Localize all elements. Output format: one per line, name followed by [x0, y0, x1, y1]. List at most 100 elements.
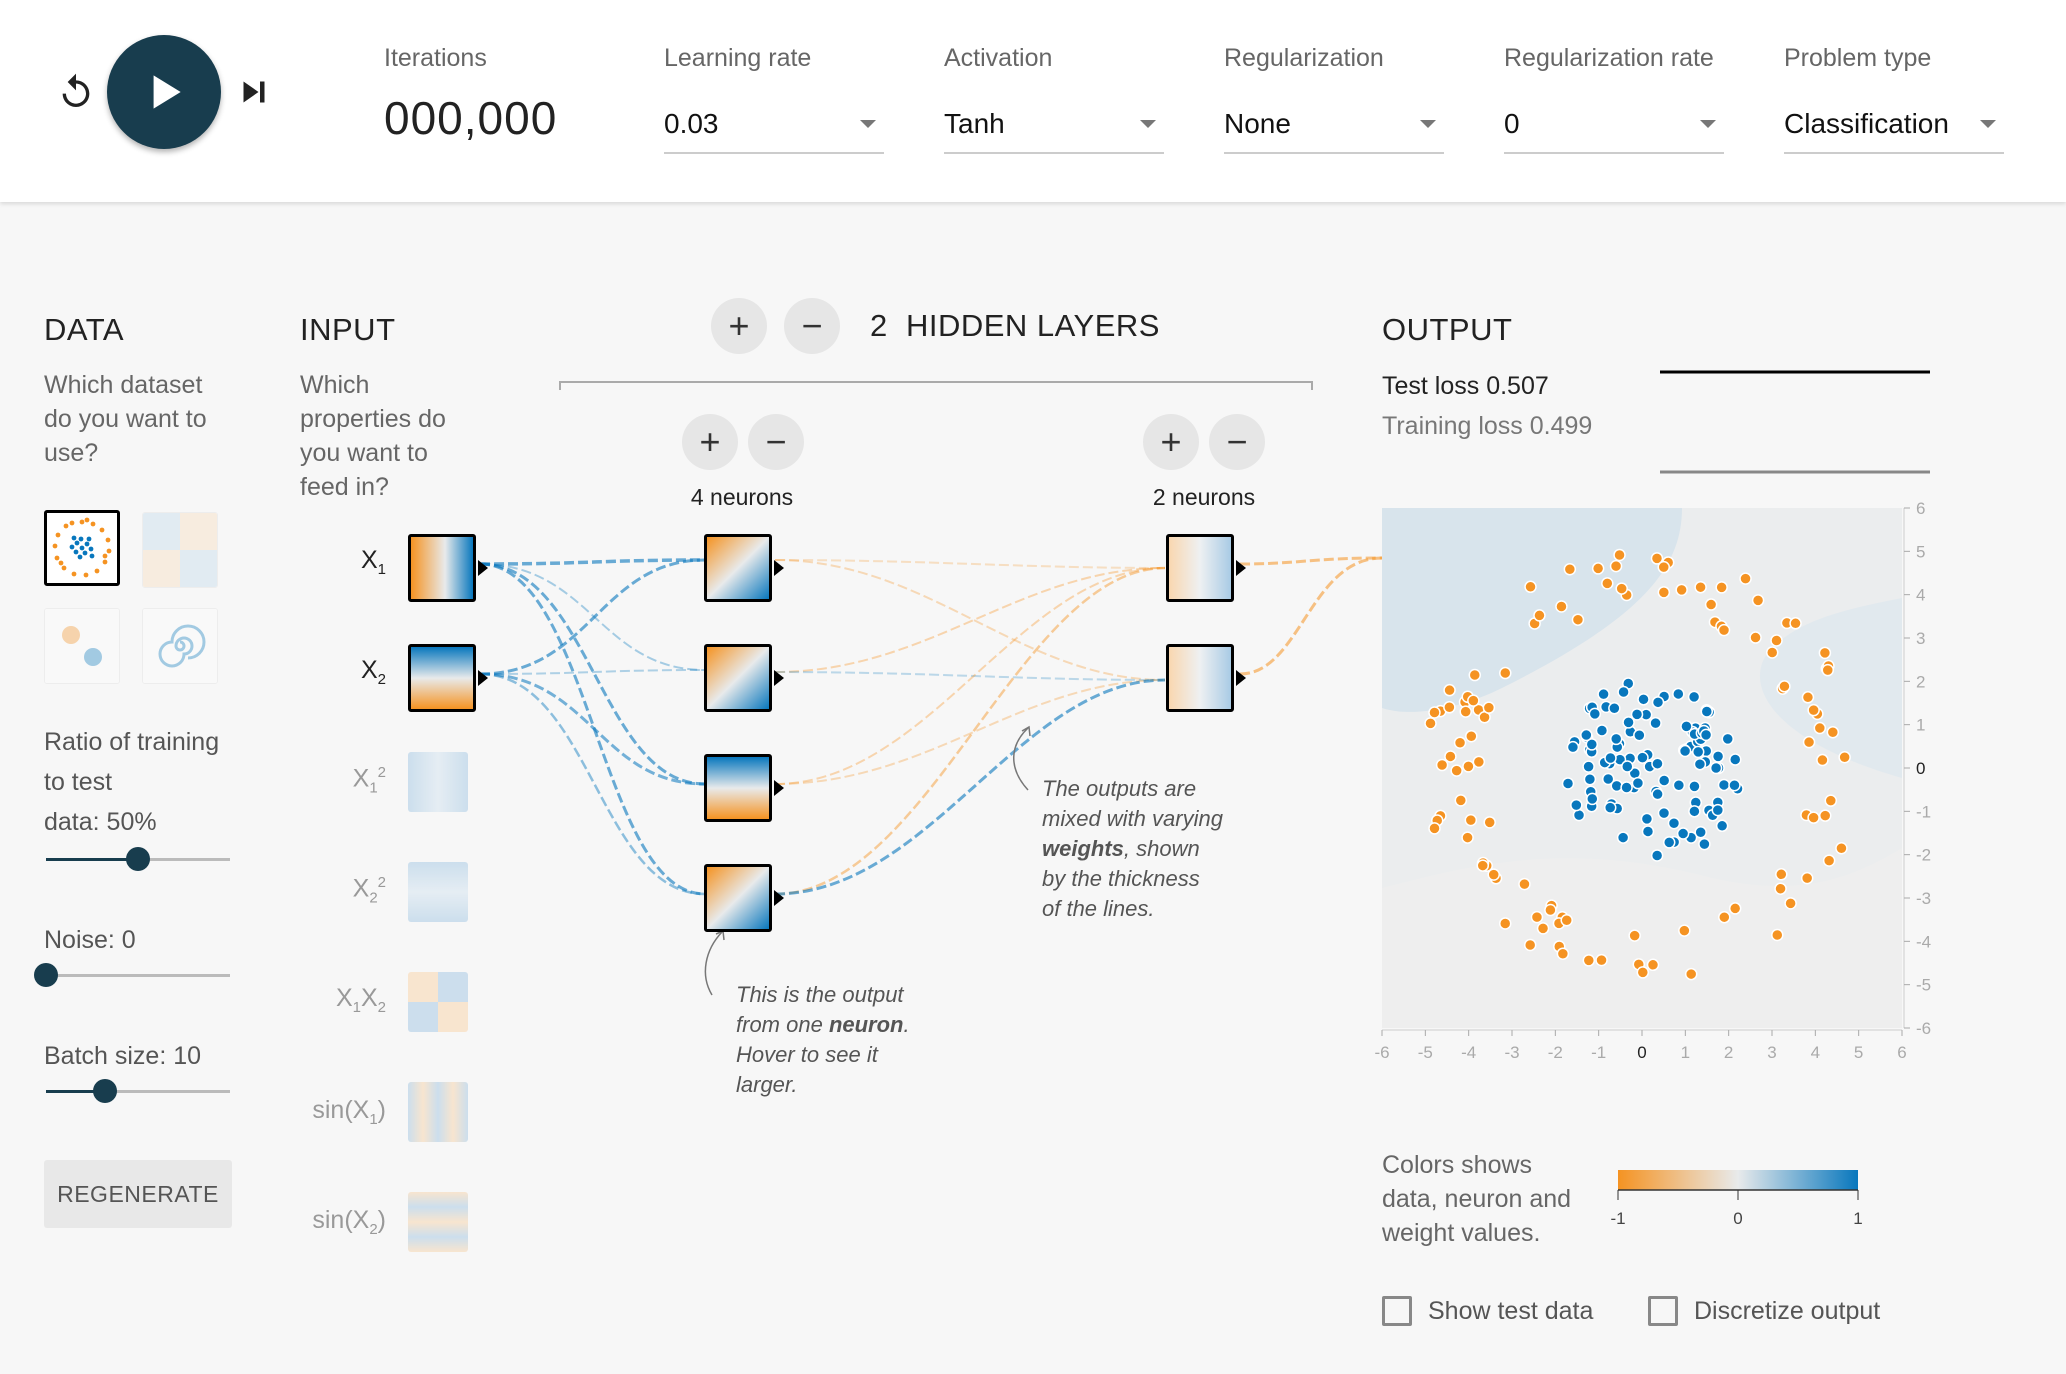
regularization-rate-select[interactable]: 0 [1504, 100, 1724, 154]
data-point [1784, 897, 1797, 910]
data-point [1672, 687, 1685, 701]
noise-slider[interactable] [34, 963, 230, 987]
data-point [1693, 757, 1707, 771]
data-point [1694, 826, 1707, 839]
data-point [1770, 634, 1783, 647]
reset-button[interactable] [54, 70, 98, 114]
ratio-slider[interactable] [46, 847, 230, 871]
data-point [1711, 750, 1725, 763]
data-point [1523, 938, 1537, 952]
neuron-l1-3[interactable] [704, 754, 772, 822]
y-tick-label: -6 [1916, 1019, 1931, 1038]
ratio-label: Ratio of training to test data: 50% [44, 728, 220, 836]
link [479, 562, 706, 786]
circle-dataset-icon [47, 513, 117, 583]
legend-min: -1 [1610, 1209, 1625, 1228]
data-point [1667, 817, 1681, 830]
add-neuron-layer1-button[interactable]: + [682, 414, 738, 470]
neuron-l1-2[interactable] [704, 644, 772, 712]
batch-size-slider[interactable] [46, 1079, 230, 1103]
legend-mid: 0 [1733, 1209, 1742, 1228]
activation-label: Activation [944, 44, 1053, 72]
output-heatmap[interactable]: 6 5 4 3 2 1 0 -1 -2 -3 -4 -5 -6 -6 -5 -4 -3 -2 -1 0 1 2 3 4 5 6 [1370, 490, 1990, 1070]
discretize-output-checkbox[interactable] [1648, 1296, 1678, 1326]
input-node-x1x2[interactable] [408, 972, 468, 1032]
remove-neuron-layer2-button[interactable]: − [1209, 414, 1265, 470]
y-tick-label: 2 [1916, 672, 1925, 691]
data-point [1582, 954, 1596, 967]
learning-rate-select[interactable]: 0.03 [664, 100, 884, 154]
input-node-x2[interactable] [408, 644, 476, 712]
input-node-sin-x1[interactable] [408, 1082, 468, 1142]
add-neuron-layer2-button[interactable]: + [1143, 414, 1199, 470]
slider-fill [46, 858, 138, 861]
input-node-x1[interactable] [408, 534, 476, 602]
data-point [1461, 831, 1474, 844]
play-button[interactable] [107, 35, 221, 149]
slider-knob[interactable] [34, 963, 58, 987]
data-point [1694, 580, 1707, 594]
input-node-x2-squared[interactable] [408, 862, 468, 922]
data-point [1556, 947, 1570, 960]
data-point [1684, 967, 1698, 981]
data-point [1657, 774, 1671, 787]
neuron-l1-1[interactable] [704, 534, 772, 602]
dataset-spiral[interactable] [142, 608, 218, 684]
node-arrow-icon [774, 560, 784, 576]
neuron-l1-4[interactable] [704, 864, 772, 932]
input-node-sin-x2[interactable] [408, 1192, 468, 1252]
batch-size-label: Batch size: 10 [44, 1042, 202, 1070]
activation-value: Tanh [944, 108, 1005, 139]
data-point [1560, 913, 1573, 927]
x-tick-label: 4 [1811, 1043, 1820, 1062]
remove-layer-button[interactable]: − [784, 298, 840, 354]
data-point [1428, 706, 1441, 719]
remove-neuron-layer1-button[interactable]: − [748, 414, 804, 470]
data-point [1462, 760, 1475, 773]
dataset-circle[interactable] [44, 510, 120, 586]
link [774, 567, 1166, 785]
activation-select[interactable]: Tanh [944, 100, 1164, 154]
data-point [1544, 903, 1557, 917]
data-point [1585, 738, 1599, 751]
feature-label-x1x2: X1X2 [335, 984, 386, 1016]
data-point [1838, 750, 1851, 764]
neuron-l2-2[interactable] [1166, 644, 1234, 712]
x-tick-label: -6 [1374, 1043, 1389, 1062]
data-point [1771, 928, 1784, 942]
data-point [1580, 728, 1593, 742]
x-tick-label: 6 [1897, 1043, 1906, 1062]
data-point [1591, 562, 1605, 575]
data-point [1468, 668, 1482, 682]
link [479, 558, 706, 676]
data-point [1807, 811, 1820, 824]
y-tick-label: 6 [1916, 499, 1925, 518]
data-point [1715, 819, 1729, 833]
data-point [1613, 548, 1626, 562]
slider-knob[interactable] [92, 1079, 117, 1103]
regularization-select[interactable]: None [1224, 100, 1444, 154]
dataset-xor[interactable] [142, 512, 218, 588]
input-node-x1-squared[interactable] [408, 752, 468, 812]
data-point [1628, 929, 1641, 942]
slider-knob[interactable] [126, 847, 150, 871]
problem-type-select[interactable]: Classification [1784, 100, 2004, 154]
data-point [1718, 910, 1731, 924]
step-forward-button[interactable] [232, 70, 276, 114]
node-arrow-icon [478, 560, 488, 576]
regenerate-button[interactable]: REGENERATE [44, 1160, 232, 1228]
data-point [1709, 761, 1723, 775]
data-point [1704, 598, 1718, 611]
show-test-data-checkbox[interactable] [1382, 1296, 1412, 1326]
data-point [1524, 580, 1537, 594]
x-tick-label: 5 [1854, 1043, 1863, 1062]
x-tick-label: 3 [1767, 1043, 1776, 1062]
data-point [1789, 617, 1802, 630]
y-tick-label: -1 [1916, 802, 1931, 821]
data-point [1650, 849, 1664, 862]
data-point [1650, 552, 1664, 565]
add-layer-button[interactable]: + [711, 298, 767, 354]
dataset-gaussian[interactable] [44, 608, 120, 684]
neuron-l2-1[interactable] [1166, 534, 1234, 602]
data-point [1678, 744, 1692, 758]
